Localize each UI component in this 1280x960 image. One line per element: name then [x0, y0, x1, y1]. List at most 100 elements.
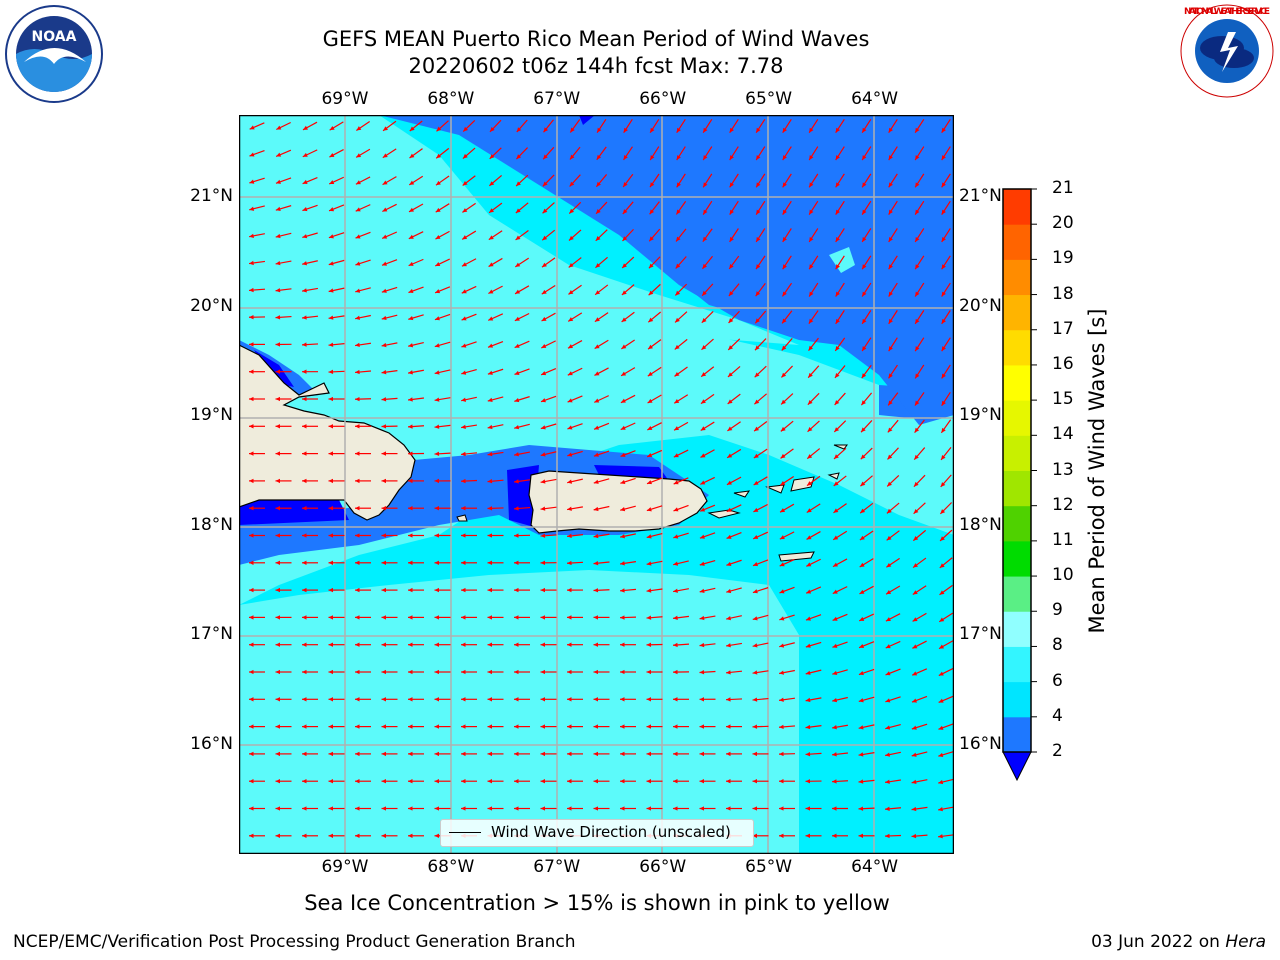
wind-arrow-head — [781, 345, 787, 351]
wind-arrow-head — [885, 671, 891, 676]
wind-arrow-head — [941, 427, 946, 433]
wind-arrow-head — [487, 451, 493, 457]
wind-arrow-head — [726, 616, 732, 621]
lon-label-bottom: 64°W — [851, 857, 899, 877]
wind-arrow-head — [381, 288, 387, 293]
wind-arrow-head — [754, 345, 760, 351]
wind-arrow-head — [782, 318, 787, 324]
wind-arrow-head — [302, 288, 307, 293]
wind-arrow-head — [912, 698, 917, 703]
wind-arrow-head — [489, 154, 495, 159]
wind-arrow-head — [860, 508, 866, 514]
wind-arrow-head — [328, 615, 334, 620]
wind-arrow-head — [328, 506, 334, 511]
wind-arrow-head — [355, 833, 360, 838]
wind-arrow-head — [699, 670, 705, 675]
wind-arrow-head — [779, 833, 784, 838]
wind-arrow-head — [673, 561, 679, 566]
wind-arrow-head — [620, 534, 626, 539]
wind-arrow-head — [514, 533, 519, 538]
wind-arrow-head — [275, 560, 281, 565]
wind-arrow-head — [567, 560, 572, 566]
wind-arrow-head — [540, 452, 546, 457]
wind-arrow-head — [861, 427, 866, 433]
wind-arrow-head — [434, 587, 440, 593]
wind-arrow-head — [913, 536, 919, 541]
wind-arrow-head — [673, 615, 678, 620]
wind-arrow-head — [726, 643, 731, 648]
wind-arrow-head — [408, 261, 414, 266]
wind-arrow-head — [752, 724, 758, 729]
wind-arrow-head — [622, 209, 628, 214]
wind-arrow-head — [726, 724, 731, 729]
wind-arrow-head — [860, 481, 866, 487]
wind-arrow-head — [676, 182, 681, 188]
wind-arrow-head — [858, 671, 864, 676]
colorbar-tick-label: 19 — [1052, 248, 1074, 269]
wind-arrow-head — [381, 751, 387, 757]
wind-arrow-head — [646, 751, 652, 757]
wind-arrow-head — [461, 615, 466, 620]
wind-arrow-head — [623, 182, 628, 187]
wind-arrow-head — [381, 506, 387, 511]
wind-arrow-head — [381, 560, 387, 565]
wind-arrow-head — [381, 587, 387, 593]
colorbar-segment — [1003, 364, 1031, 401]
wind-arrow-head — [355, 234, 361, 239]
wind-arrow-head — [436, 126, 442, 132]
wind-arrow-head — [940, 536, 945, 541]
wind-arrow-head — [567, 371, 573, 376]
wind-arrow-head — [487, 751, 493, 757]
wind-arrow-head — [540, 724, 546, 729]
colorbar-tick-label: 15 — [1052, 389, 1074, 410]
wind-arrow-head — [408, 533, 413, 538]
wind-arrow-head — [755, 318, 760, 324]
wind-arrow-head — [434, 343, 440, 348]
wind-arrow-head — [461, 289, 467, 294]
wind-arrow-head — [408, 288, 414, 294]
wind-arrow-head — [915, 264, 920, 270]
wind-arrow-head — [328, 833, 334, 838]
wind-arrow-head — [355, 342, 360, 348]
wind-arrow-head — [885, 644, 891, 649]
wind-arrow-head — [779, 779, 784, 784]
wind-arrow-head — [699, 642, 705, 648]
wind-arrow-head — [593, 724, 599, 729]
wind-arrow-head — [569, 181, 575, 187]
wind-arrow-head — [888, 264, 893, 270]
map-frame — [239, 115, 954, 854]
wind-arrow-head — [862, 155, 867, 161]
wind-arrow-head — [514, 587, 519, 593]
wind-arrow-head — [940, 482, 946, 487]
wind-arrow-head — [888, 318, 893, 324]
wind-arrow-head — [275, 506, 281, 511]
wind-arrow-head — [648, 263, 654, 269]
wind-arrow-head — [594, 398, 600, 403]
wind-arrow-head — [703, 127, 708, 133]
wind-arrow-head — [780, 453, 786, 459]
wind-arrow-head — [461, 370, 467, 375]
wind-arrow-head — [752, 697, 758, 702]
wind-arrow-head — [249, 833, 254, 838]
wind-arrow-head — [540, 615, 546, 620]
wind-arrow-head — [328, 424, 334, 429]
lon-label-bottom: 69°W — [321, 857, 369, 877]
wind-arrow-head — [275, 288, 281, 293]
wind-arrow-head — [594, 317, 600, 322]
wind-arrow-head — [567, 642, 572, 647]
wind-arrow-head — [596, 208, 601, 214]
wind-arrow-head — [540, 425, 546, 430]
wind-arrow-head — [699, 534, 705, 539]
wind-arrow-head — [488, 343, 494, 348]
wind-arrow-head — [646, 642, 652, 647]
wind-arrow-head — [594, 371, 600, 376]
wind-arrow-head — [302, 152, 308, 157]
wind-arrow-head — [808, 345, 814, 351]
wind-arrow-head — [328, 751, 334, 757]
wind-arrow-head — [540, 806, 546, 811]
wind-arrow-head — [594, 344, 600, 349]
wind-arrow-head — [383, 126, 388, 131]
wind-arrow-head — [514, 370, 520, 375]
wind-arrow-head — [567, 806, 572, 811]
wind-arrow-head — [726, 697, 731, 702]
